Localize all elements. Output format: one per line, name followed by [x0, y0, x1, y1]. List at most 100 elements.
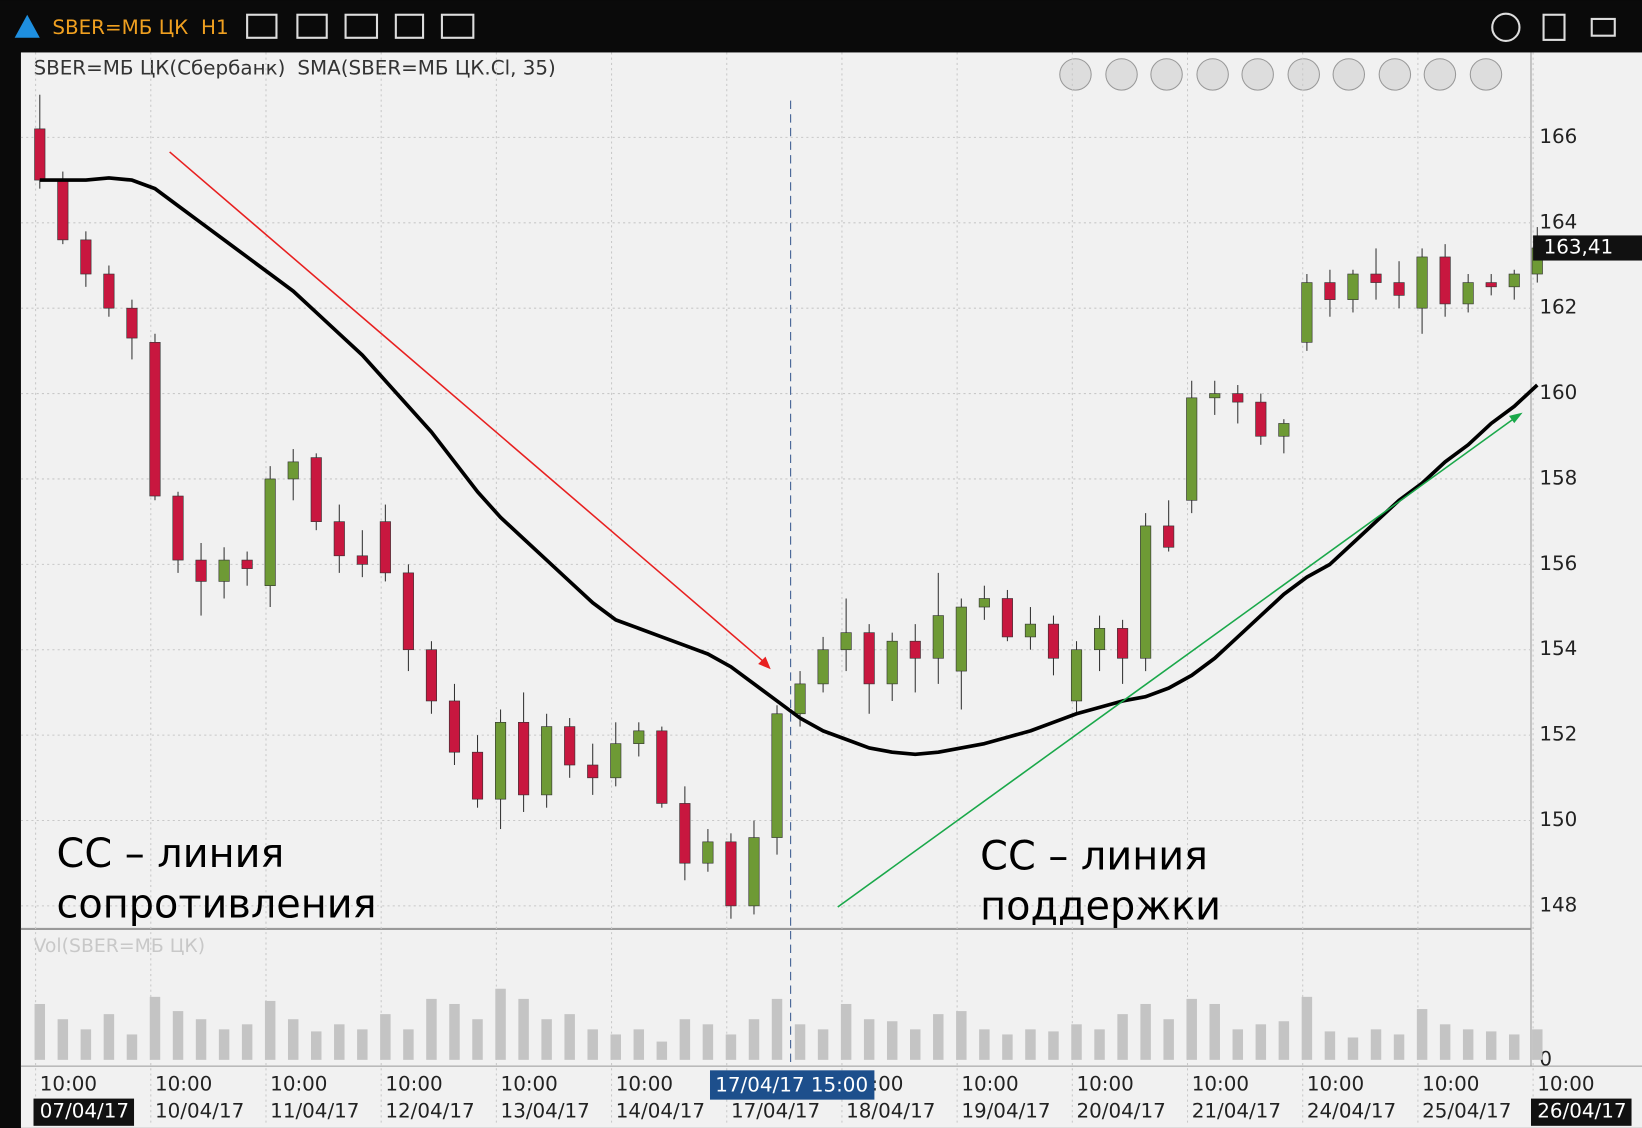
zoom-button[interactable] [1332, 58, 1366, 91]
x-tick-date: 20/04/17 [1077, 1100, 1166, 1123]
annotation: СС – линия [57, 831, 285, 877]
candle-body [656, 730, 668, 804]
y-tick-label: 166 [1539, 125, 1577, 148]
nav-button[interactable] [1150, 58, 1183, 91]
download-button[interactable] [1542, 13, 1566, 41]
sma-line [39, 176, 1539, 757]
candle-type-button[interactable] [246, 13, 278, 39]
x-tick-date: 24/04/17 [1307, 1100, 1396, 1123]
arrow-head [758, 656, 771, 670]
interval[interactable]: H1 [201, 16, 229, 39]
candle-body [725, 841, 737, 907]
candle-body [702, 841, 714, 864]
x-tick-date: 25/04/17 [1422, 1100, 1511, 1123]
volume-bar [1094, 1029, 1105, 1060]
nav-button[interactable] [1196, 58, 1229, 91]
candle-body [748, 837, 760, 907]
x-tick-time: 10:00 [270, 1072, 327, 1095]
candle-body [57, 179, 69, 241]
volume-bar [1324, 1031, 1336, 1060]
candle-body [1370, 273, 1382, 283]
volume-bar [495, 988, 506, 1060]
candle-body [932, 615, 944, 659]
candle-body [195, 559, 207, 582]
last-price-label: 163,41 [1544, 235, 1614, 258]
x-tick-time: 10:00 [501, 1072, 558, 1095]
x-tick-time: 10:00 [1192, 1072, 1249, 1095]
volume-bar [103, 1014, 115, 1060]
x-tick-date: 21/04/17 [1192, 1100, 1281, 1123]
x-tick-date: 19/04/17 [961, 1100, 1050, 1123]
currency-button[interactable] [1491, 12, 1521, 42]
volume-bar [1347, 1037, 1359, 1060]
volume-bar [126, 1034, 138, 1060]
volume-bar [34, 1003, 46, 1060]
indicator-label: SMA(SBER=МБ ЦК.Cl, 35) [297, 57, 555, 80]
candle-body [103, 273, 115, 309]
x-tick-date: 10/04/17 [155, 1100, 244, 1123]
volume-bar [518, 998, 529, 1060]
draw-button[interactable] [296, 13, 328, 39]
volume-bar [287, 1019, 299, 1060]
candle-body [1186, 397, 1198, 501]
cursor-button[interactable] [394, 13, 425, 39]
x-tick-time: 10:00 [40, 1072, 97, 1095]
zoom-out-button[interactable] [1287, 58, 1320, 91]
volume-bar [587, 1029, 598, 1060]
candle-body [863, 632, 875, 685]
candle-body [1347, 273, 1359, 300]
price-axis-background [1530, 52, 1642, 1067]
volume-bar [910, 1029, 921, 1060]
nav-button[interactable] [1423, 58, 1457, 91]
nav-button[interactable] [1059, 58, 1092, 91]
crosshair-label-box [709, 1070, 875, 1100]
volume-bar [426, 998, 437, 1060]
candle-body [978, 598, 990, 608]
volume-bar [840, 1003, 852, 1060]
y-tick-label: 154 [1539, 637, 1577, 660]
annotation: СС – линия [980, 833, 1208, 879]
candle-body [1508, 273, 1520, 288]
candle-body [126, 307, 138, 339]
volume-bar [956, 1011, 967, 1060]
candle-body [564, 726, 576, 766]
candle-body [1163, 525, 1175, 548]
annotation: сопротивления [57, 881, 377, 927]
marks: 148150152154156158160162164166010:0007/0… [20, 52, 1642, 1126]
zoom-in-button[interactable] [1241, 58, 1274, 91]
y-tick-label: 160 [1539, 381, 1577, 404]
symbol[interactable]: SBER=МБ ЦК [52, 16, 188, 39]
volume-bar [1163, 1019, 1174, 1060]
volume-bar [1140, 1003, 1151, 1060]
volume-bar [380, 1014, 391, 1060]
minimize-button[interactable] [1590, 17, 1616, 37]
nav-button[interactable] [1105, 58, 1138, 91]
nav-button[interactable] [1378, 58, 1412, 91]
indicator-button[interactable] [344, 13, 379, 39]
candle-body [1232, 393, 1244, 403]
volume-bar [656, 1041, 668, 1060]
volume-bar [357, 1029, 368, 1060]
candle-body [1485, 282, 1497, 288]
y-tick-label: 162 [1539, 296, 1577, 319]
candle-body [1024, 623, 1036, 638]
volume-bar [403, 1029, 414, 1060]
volume-bar [610, 1034, 621, 1060]
volume-bar [1117, 1014, 1128, 1060]
last-price-box [1533, 235, 1642, 261]
volume-bar [1485, 1031, 1497, 1060]
candle-body [34, 128, 46, 181]
candle-body [241, 559, 253, 569]
candle-body [1094, 628, 1106, 651]
volume-bar [748, 1019, 760, 1060]
candle-body [633, 730, 645, 744]
nav-button[interactable] [1469, 58, 1503, 91]
x-tick-date: 13/04/17 [501, 1100, 590, 1123]
volume-bar [933, 1014, 944, 1060]
candle-body [1117, 628, 1129, 659]
candle-body [1439, 256, 1451, 305]
candle-body [518, 721, 530, 796]
volume-bar [771, 998, 783, 1060]
candle-body [794, 683, 806, 715]
layout-button[interactable] [440, 13, 475, 39]
